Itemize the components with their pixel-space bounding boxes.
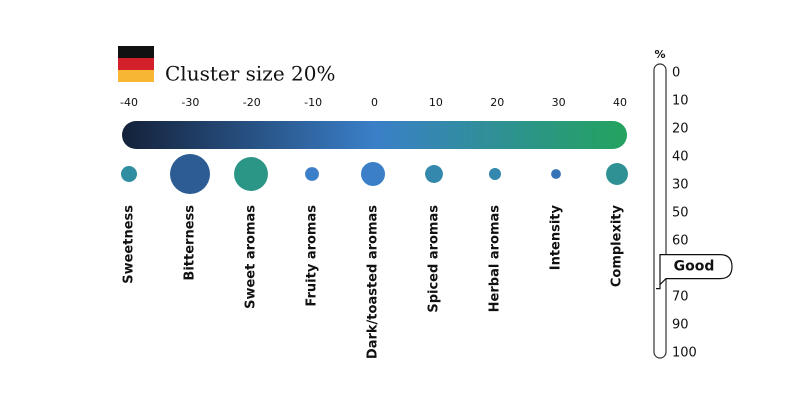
bubble — [170, 154, 210, 194]
gauge-unit: % — [654, 48, 665, 61]
gauge-tick-label: 90 — [672, 318, 689, 333]
bubble — [234, 157, 268, 191]
category-label: Complexity — [610, 204, 625, 287]
x-tick-label: 10 — [429, 96, 443, 109]
x-tick-label: -10 — [304, 96, 322, 109]
bubble — [305, 167, 319, 181]
chart-title: Cluster size 20% — [165, 62, 335, 86]
category-label: Intensity — [549, 204, 564, 270]
x-tick-label: 20 — [490, 96, 504, 109]
gauge-tick-label: 100 — [672, 346, 697, 361]
gauge-marker-label: Good — [674, 259, 715, 275]
bubble — [489, 168, 501, 180]
x-tick-label: 30 — [552, 96, 566, 109]
x-tick-label: -30 — [181, 96, 199, 109]
gauge-tick-label: 10 — [672, 94, 689, 109]
bubble — [551, 169, 561, 179]
category-label: Spiced aromas — [427, 205, 442, 313]
category-label: Sweet aromas — [244, 205, 259, 309]
category-label: Dark/toasted aromas — [366, 205, 381, 359]
bubble — [425, 165, 443, 183]
x-tick-label: -40 — [120, 96, 138, 109]
gauge-tick-label: 0 — [672, 66, 680, 81]
category-label: Herbal aromas — [488, 205, 503, 313]
bubble — [121, 166, 137, 182]
gauge-tick-label: 20 — [672, 122, 689, 137]
gauge-tick-label: 70 — [672, 290, 689, 305]
color-bar — [122, 121, 627, 149]
category-label: Bitterness — [183, 205, 198, 281]
gauge-tick-label: 40 — [672, 150, 689, 165]
x-tick-label: -20 — [243, 96, 261, 109]
x-tick-label: 40 — [613, 96, 627, 109]
x-tick-label: 0 — [371, 96, 378, 109]
flag — [118, 46, 154, 82]
bubble — [361, 162, 385, 186]
gauge-tick-label: 30 — [672, 178, 689, 193]
gauge-tick-label: 60 — [672, 234, 689, 249]
category-label: Sweetness — [122, 205, 137, 284]
gauge-marker — [656, 254, 733, 290]
gauge-tick-label: 50 — [672, 206, 689, 221]
bubble — [606, 163, 628, 185]
category-label: Fruity aromas — [305, 205, 320, 307]
gauge-bar — [653, 63, 667, 359]
